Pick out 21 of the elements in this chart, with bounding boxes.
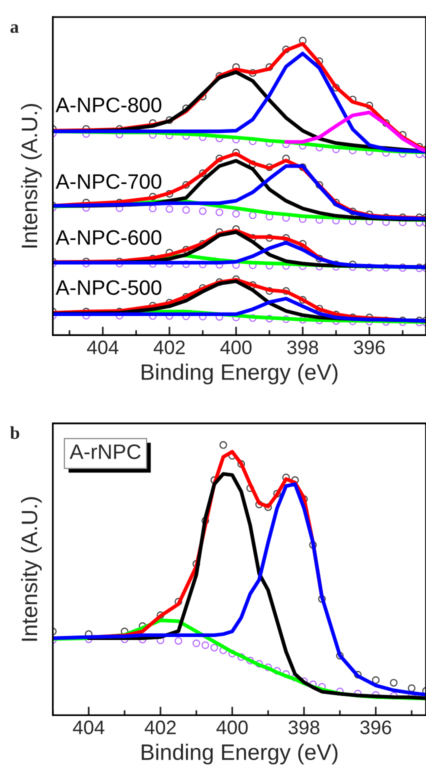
x-tick-label: 398 <box>288 720 320 734</box>
x-tick-label: 396 <box>354 340 385 354</box>
series-label: A-NPC-800 <box>56 98 162 112</box>
x-tick-label: 402 <box>154 340 185 354</box>
x-tick-label: 400 <box>220 340 252 354</box>
x-tick-label: 398 <box>287 340 318 354</box>
y-axis-title: Intensity (A.U.) <box>21 104 42 248</box>
x-tick-label: 396 <box>360 720 392 734</box>
x-tick-label: 404 <box>72 720 104 734</box>
x-tick-label: 404 <box>87 340 118 354</box>
x-tick-label: 400 <box>216 720 248 734</box>
series-label: A-NPC-500 <box>56 280 162 295</box>
chart-title: a <box>10 24 19 33</box>
x-axis-title: Binding Energy (eV) <box>142 744 338 764</box>
y-axis-title: Intensity (A.U.) <box>21 497 42 641</box>
annotation: A-rNPC <box>70 444 141 460</box>
series-label: A-NPC-700 <box>56 174 162 189</box>
series-label: A-NPC-600 <box>56 230 162 245</box>
x-tick-label: 402 <box>144 720 176 734</box>
chart-title: b <box>10 426 20 440</box>
x-axis-title: Binding Energy (eV) <box>142 364 338 384</box>
